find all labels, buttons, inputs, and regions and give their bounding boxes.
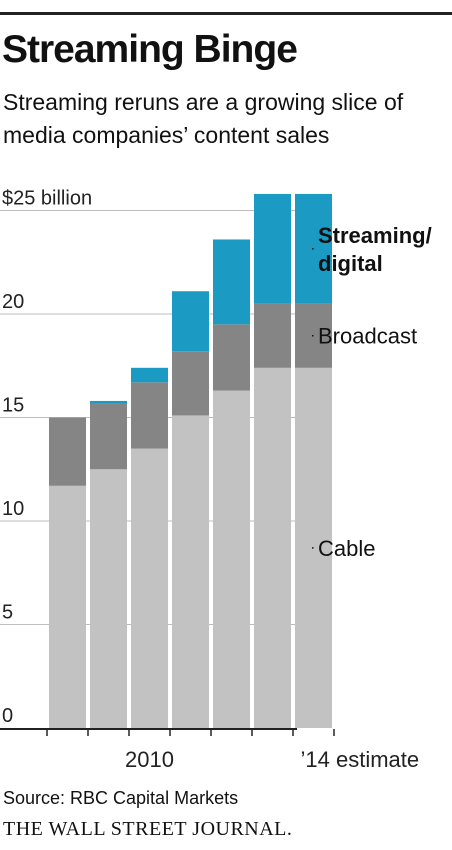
y-tick-label-10: 10 (2, 498, 24, 520)
legend-label-cable: Cable (318, 536, 375, 561)
chart-area: 0 5 10 15 20 $25 billion 2010 ’14 estimate Cable… (0, 188, 432, 772)
bar-broadcast-2011 (172, 351, 209, 416)
bar-cable-2010 (131, 448, 168, 728)
y-tick-label-25: $25 billion (2, 188, 92, 210)
y-tick-label-20: 20 (2, 291, 24, 313)
bar-streaming-2013 (254, 193, 291, 304)
bar-broadcast-2010 (131, 382, 168, 449)
y-tick-label-15: 15 (2, 395, 24, 417)
bar-cable-2008 (49, 485, 86, 728)
x-tick-label-2014: ’14 estimate (301, 747, 420, 772)
bar-streaming-2012 (213, 239, 250, 325)
bar-cable-2009 (90, 469, 127, 728)
bar-streaming-2011 (172, 291, 209, 352)
bar-broadcast-2009 (90, 403, 127, 470)
publisher-logo: THE WALL STREET JOURNAL. (3, 818, 293, 840)
source-note: Source: RBC Capital Markets (3, 788, 239, 808)
x-tick-label-2010: 2010 (125, 747, 174, 772)
bar-broadcast-2013 (254, 303, 291, 368)
legend-label-broadcast: Broadcast (318, 324, 417, 349)
bar-broadcast-2008 (49, 417, 86, 486)
bar-cable-2011 (172, 415, 209, 728)
chart-subtitle: Streaming reruns are a growing slice of … (3, 89, 404, 148)
bar-broadcast-2012 (213, 324, 250, 391)
legend-label-streaming-line1: Streaming/ (318, 223, 432, 248)
bar-cable-2012 (213, 390, 250, 728)
chart-title: Streaming Binge (2, 28, 298, 71)
bar-streaming-2009 (90, 400, 127, 404)
y-tick-label-5: 5 (2, 602, 13, 624)
bar-streaming-2010 (131, 367, 168, 383)
bar-cable-2013 (254, 367, 291, 728)
y-tick-label-0: 0 (2, 705, 13, 727)
top-rule (0, 12, 452, 15)
legend-label-streaming-line2: digital (318, 251, 383, 276)
